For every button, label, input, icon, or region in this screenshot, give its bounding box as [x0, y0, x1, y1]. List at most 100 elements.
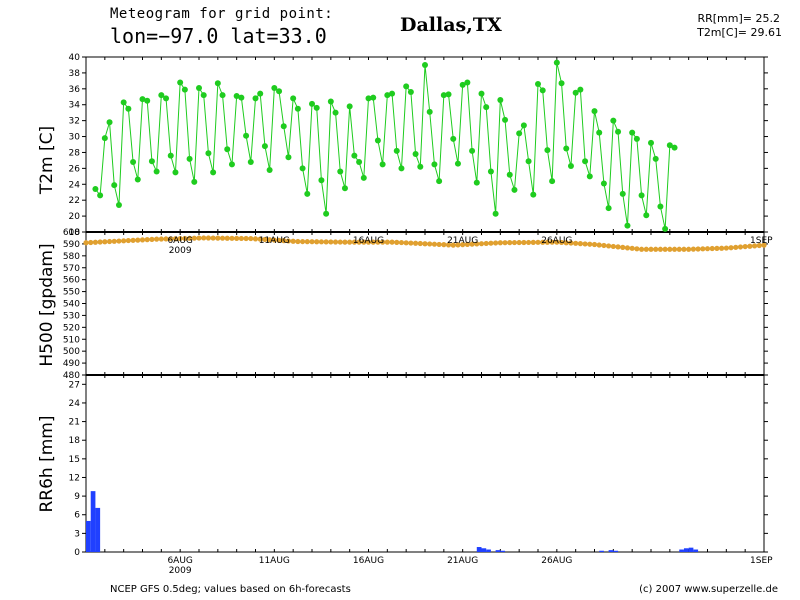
y-tick-label-rr6h: 18 — [69, 436, 81, 446]
x-tick-label: 16AUG — [353, 236, 384, 246]
h500-point — [177, 235, 183, 242]
h500-point — [276, 237, 282, 243]
t2m-point — [318, 177, 325, 184]
y-tick-label-h500: 570 — [63, 264, 80, 274]
t2m-point — [285, 154, 292, 161]
h500-point — [403, 240, 409, 246]
h500-point — [643, 246, 649, 252]
h500-point — [629, 245, 635, 251]
t2m-point — [337, 168, 344, 175]
h500-point — [271, 237, 277, 243]
rr6h-bar — [500, 550, 506, 552]
y-tick-label-t2m: 30 — [69, 133, 81, 143]
t2m-point — [657, 203, 664, 210]
h500-point — [201, 235, 207, 241]
t2m-point — [389, 90, 396, 97]
y-tick-label-h500: 600 — [63, 228, 80, 238]
h500-point — [558, 239, 565, 246]
h500-point — [436, 241, 442, 248]
y-tick-label-h500: 500 — [63, 347, 80, 357]
h500-point — [125, 237, 131, 244]
h500-point — [332, 239, 339, 245]
h500-point — [638, 246, 645, 252]
h500-point — [540, 239, 546, 245]
h500-point — [314, 239, 320, 245]
h500-point — [700, 246, 706, 252]
t2m-point — [459, 81, 466, 88]
h500-point — [464, 241, 470, 247]
h500-point — [525, 239, 532, 246]
t2m-point — [365, 95, 372, 102]
t2m-point — [666, 142, 673, 149]
h500-point — [172, 236, 179, 242]
h500-point — [455, 242, 461, 248]
t2m-point — [577, 86, 584, 93]
x-tick-label: 1SEP — [750, 556, 773, 566]
h500-point — [262, 236, 268, 243]
t2m-point — [205, 150, 212, 157]
h500-point — [422, 241, 428, 247]
y-tick-label-t2m: 28 — [69, 148, 81, 158]
t2m-point — [473, 179, 480, 186]
t2m-point — [553, 59, 560, 66]
h500-point — [723, 245, 729, 251]
h500-point — [299, 238, 306, 245]
t2m-point — [247, 159, 254, 165]
y-axis-label-h500: H500 [gpdam] — [37, 243, 57, 366]
t2m-point — [464, 79, 471, 86]
t2m-point — [120, 99, 127, 106]
h500-point — [719, 245, 725, 251]
t2m-point — [97, 192, 104, 199]
t2m-point — [417, 163, 424, 170]
t2m-point — [191, 178, 198, 185]
h500-point — [657, 246, 664, 252]
t2m-point — [497, 96, 504, 103]
y-tick-label-t2m: 40 — [69, 53, 81, 63]
city-title: Dallas,TX — [400, 14, 502, 36]
h500-point — [751, 243, 758, 249]
h500-point — [667, 246, 673, 252]
h500-point — [337, 239, 343, 245]
y-tick-label-h500: 540 — [63, 300, 80, 310]
h500-point — [102, 239, 108, 245]
t2m-point — [643, 212, 650, 219]
t2m-point — [582, 158, 589, 165]
h500-point — [168, 236, 174, 242]
t2m-point — [243, 132, 250, 139]
x-tick-label: 1SEP — [750, 236, 773, 246]
h500-point — [516, 239, 522, 246]
h500-point — [761, 242, 767, 248]
t2m-point — [172, 169, 179, 176]
rr6h-bar — [476, 547, 482, 552]
h500-point — [238, 235, 244, 242]
h500-point — [342, 239, 348, 245]
h500-point — [130, 237, 136, 243]
t2m-point — [219, 92, 226, 99]
h500-point — [582, 241, 588, 247]
data-source-note: NCEP GFS 0.5deg; values based on 6h-fore… — [110, 584, 351, 595]
t2m-point — [445, 91, 452, 98]
x-tick-label: 6AUG — [167, 556, 192, 566]
h500-point — [219, 235, 226, 241]
h500-point — [88, 239, 94, 246]
h500-point — [229, 235, 235, 241]
y-tick-label-t2m: 22 — [69, 196, 80, 206]
h500-point — [549, 239, 555, 245]
t2m-point — [101, 135, 108, 142]
h500-point — [154, 236, 160, 242]
h500-point — [328, 239, 334, 245]
t2m-point — [412, 151, 419, 158]
h500-point — [417, 240, 423, 247]
y-tick-label-rr6h: 21 — [69, 418, 80, 428]
h500-point — [601, 242, 607, 249]
h500-point — [441, 242, 447, 248]
h500-point — [248, 235, 254, 242]
h500-point — [521, 239, 527, 246]
t2m-point — [638, 192, 645, 199]
rr6h-bar — [495, 550, 501, 552]
t2m-point — [327, 98, 334, 105]
t2m-point — [426, 108, 433, 115]
h500-point — [92, 239, 99, 245]
h500-point — [681, 246, 687, 252]
t2m-point — [115, 201, 122, 208]
